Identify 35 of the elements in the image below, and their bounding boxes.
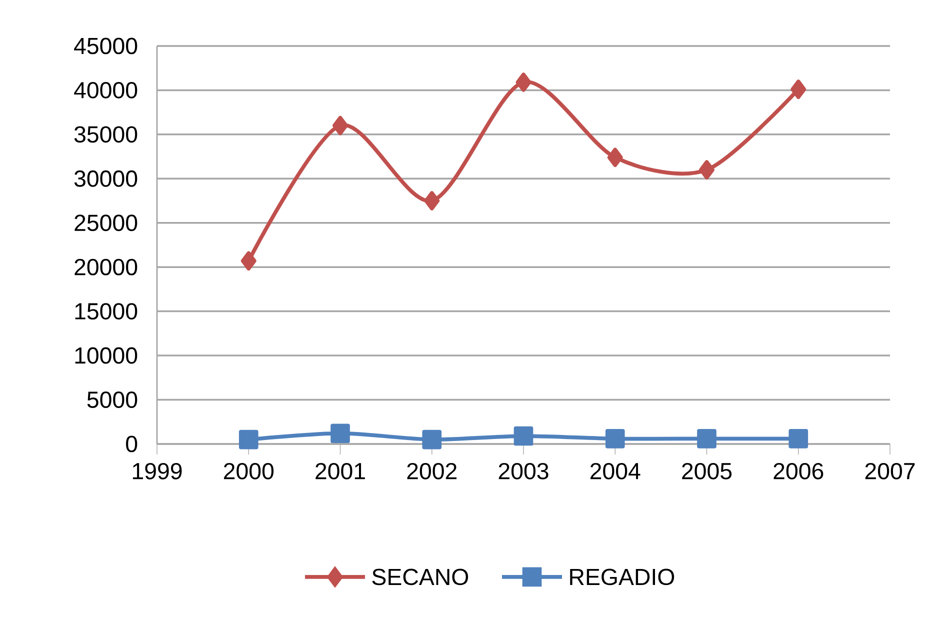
point: [424, 191, 440, 210]
point: [605, 429, 625, 448]
point: [240, 251, 256, 271]
y-tick-label: 25000: [74, 214, 138, 232]
point: [516, 72, 532, 92]
y-tick-label: 20000: [74, 258, 138, 276]
legend-label: SECANO: [372, 568, 468, 586]
point: [514, 426, 534, 446]
y-tick-label: 15000: [75, 303, 138, 320]
y-tick-label: 30000: [74, 170, 138, 187]
x-tick-label: 2001: [316, 462, 365, 480]
point: [790, 80, 806, 99]
y-tick-label: 0: [126, 436, 138, 452]
y-tick-label: 35000: [74, 126, 138, 143]
point: [330, 424, 350, 444]
point: [697, 429, 716, 448]
point: [238, 430, 258, 450]
point: [788, 429, 808, 448]
y-tick-label: 10000: [75, 347, 138, 364]
x-tick-label: 2006: [774, 462, 824, 480]
y-tick-label: 40000: [74, 82, 138, 98]
x-tick-label: 2007: [865, 462, 915, 480]
x-tick-label: 2002: [407, 462, 457, 480]
x-tick-label: 1999: [132, 462, 182, 480]
point: [332, 116, 348, 136]
x-tick-label: 2003: [498, 462, 548, 480]
x-tick-label: 2000: [224, 462, 274, 480]
legend-label: REGADIO: [570, 568, 674, 586]
y-tick-label: 5000: [87, 392, 138, 408]
y-tick-label: 45000: [74, 38, 138, 54]
point: [422, 430, 442, 450]
point: [699, 160, 714, 180]
point: [607, 148, 623, 168]
x-tick-label: 2005: [682, 462, 732, 480]
x-tick-label: 2004: [590, 462, 640, 480]
